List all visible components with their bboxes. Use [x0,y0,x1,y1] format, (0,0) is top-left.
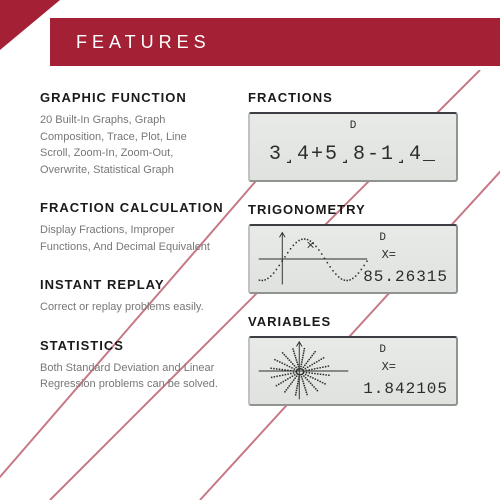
lcd-mode-indicator: D [379,344,386,356]
feature-statistics: STATISTICS Both Standard Deviation and L… [40,338,248,393]
lcd-x-label: X= [382,360,396,374]
content-columns: GRAPHIC FUNCTION 20 Built-In Graphs, Gra… [0,90,500,426]
lcd-display-fractions: D 3˼4+5˼8-1˼4_ [248,112,458,182]
feature-title: FRACTION CALCULATION [40,200,248,215]
feature-instant-replay: INSTANT REPLAY Correct or replay problem… [40,277,248,316]
lcd-readout: 1.842105 [363,380,448,398]
screen-fractions: FRACTIONS D 3˼4+5˼8-1˼4_ [248,90,480,182]
features-text-column: GRAPHIC FUNCTION 20 Built-In Graphs, Gra… [0,90,248,426]
feature-fraction-calculation: FRACTION CALCULATION Display Fractions, … [40,200,248,255]
lcd-mode-indicator: D [379,232,386,244]
feature-title: INSTANT REPLAY [40,277,248,292]
lcd-display-trigonometry: D X= 85.26315 [248,224,458,294]
feature-body: Correct or replay problems easily. [40,299,220,316]
lcd-readout: 3˼4+5˼8-1˼4_ [250,143,456,166]
screen-title: VARIABLES [248,314,480,329]
feature-body: 20 Built-In Graphs, Graph Composition, T… [40,112,220,178]
features-header-title: FEATURES [76,32,211,53]
lcd-x-label: X= [382,248,396,262]
screen-title: TRIGONOMETRY [248,202,480,217]
screen-trigonometry: TRIGONOMETRY D X= 85.26315 [248,202,480,294]
screen-title: FRACTIONS [248,90,480,105]
feature-body: Display Fractions, Improper Functions, A… [40,222,220,255]
feature-title: GRAPHIC FUNCTION [40,90,248,105]
lcd-screens-column: FRACTIONS D 3˼4+5˼8-1˼4_ TRIGONOMETRY D … [248,90,500,426]
lcd-display-variables: D X= 1.842105 [248,336,458,406]
feature-body: Both Standard Deviation and Linear Regre… [40,360,220,393]
feature-graphic-function: GRAPHIC FUNCTION 20 Built-In Graphs, Gra… [40,90,248,178]
feature-title: STATISTICS [40,338,248,353]
lcd-readout: 85.26315 [363,268,448,286]
lcd-mode-indicator: D [250,120,456,132]
features-header-band: FEATURES [50,18,500,66]
screen-variables: VARIABLES D X= 1.842105 [248,314,480,406]
